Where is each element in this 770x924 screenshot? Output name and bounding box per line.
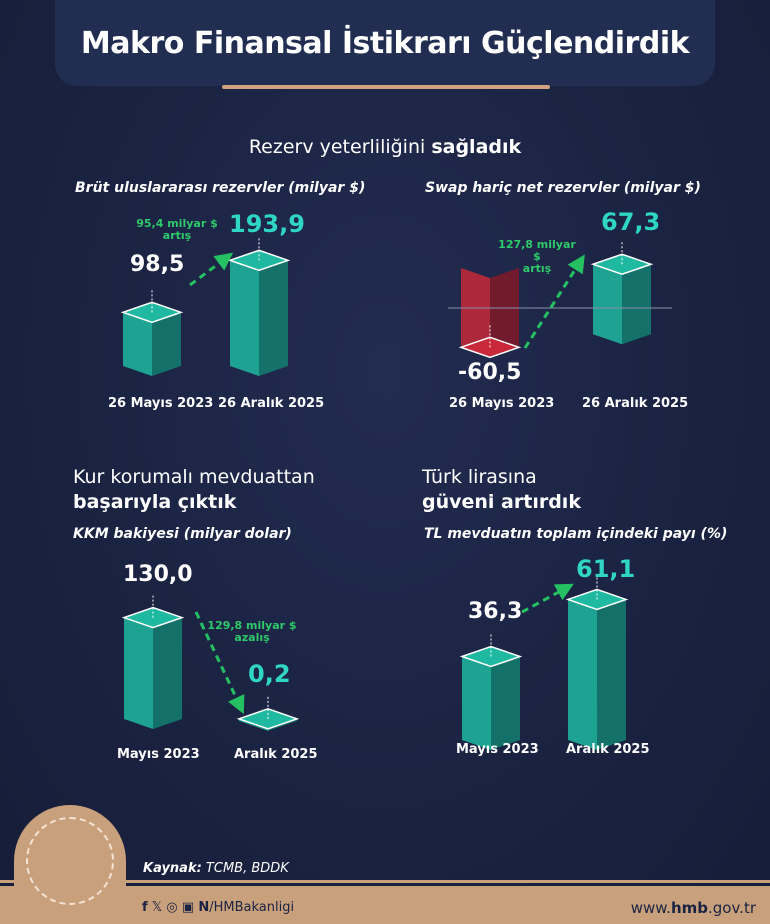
chart2-bar-2-left-face xyxy=(593,264,622,345)
chart2-annotation: 127,8 milyar $ artış xyxy=(493,239,581,275)
source-text: Kaynak: TCMB, BDDK xyxy=(143,861,289,876)
x-icon[interactable]: 𝕏 xyxy=(151,900,163,915)
chart3-bar-1 xyxy=(121,595,185,729)
source-label: Kaynak: xyxy=(143,861,202,876)
instagram-icon[interactable]: ◎ xyxy=(166,900,178,915)
section-tl-line2: güveni artırdık xyxy=(422,491,581,513)
chart3-value-1: 130,0 xyxy=(123,562,193,587)
seal-emblem xyxy=(26,817,114,905)
chart1-bar-2-right-face xyxy=(259,260,288,376)
social-links: f 𝕏 ◎ ▣ N/HMBakanligi xyxy=(142,900,294,915)
annotation-line1: 127,8 milyar $ xyxy=(498,238,576,263)
chart3-bar-2 xyxy=(236,696,300,731)
chart2-value-2: 67,3 xyxy=(601,208,661,236)
chart2-bar-1-right-face xyxy=(490,268,519,358)
chart3-annotation: 129,8 milyar $ azalış xyxy=(206,620,298,644)
chart4-category-2: Aralık 2025 xyxy=(566,742,650,757)
chart2-bar-2-right-face xyxy=(622,264,651,345)
annotation-line2: azalış xyxy=(234,631,270,644)
section-tl-line1: Türk lirasına xyxy=(422,466,537,488)
web-bold: hmb xyxy=(670,899,708,917)
chart1-bar-1-left-face xyxy=(123,312,152,376)
title-underline xyxy=(222,85,550,89)
annotation-line2: artış xyxy=(522,262,552,275)
chart4-bar-2 xyxy=(565,577,629,750)
chart2-value-1: -60,5 xyxy=(458,360,522,385)
section-kkm-title: Kur korumalı mevduattan başarıyla çıktık xyxy=(73,465,315,515)
section-kkm-line1: Kur korumalı mevduattan xyxy=(73,466,315,488)
section-title-bold: sağladık xyxy=(431,136,522,158)
chart1-bar-2-left-face xyxy=(230,260,259,376)
youtube-icon[interactable]: ▣ xyxy=(181,900,195,915)
chart3-bar-1-right-face xyxy=(153,617,182,729)
chart3-title: KKM bakiyesi (milyar dolar) xyxy=(73,526,292,542)
chart1-value-2: 193,9 xyxy=(229,210,305,238)
chart4-value-2: 61,1 xyxy=(576,555,636,583)
chart4-bar-1-left-face xyxy=(462,656,491,750)
section-tl-title: Türk lirasına güveni artırdık xyxy=(422,465,581,515)
chart1-category-1: 26 Mayıs 2023 xyxy=(108,396,214,411)
chart3-value-2: 0,2 xyxy=(248,660,291,688)
chart4-title: TL mevduatın toplam içindeki payı (%) xyxy=(424,526,728,542)
chart1-bar-1-right-face xyxy=(152,312,181,376)
chart4-arrow xyxy=(521,583,574,614)
chart2-bar-1 xyxy=(458,268,522,359)
chart4-value-1: 36,3 xyxy=(468,599,523,624)
web-prefix: www. xyxy=(630,899,671,917)
chart2-category-2: 26 Aralık 2025 xyxy=(582,396,689,411)
chart1-category-2: 26 Aralık 2025 xyxy=(218,396,325,411)
chart1-arrow xyxy=(189,252,234,287)
chart3-category-2: Aralık 2025 xyxy=(234,747,318,762)
chart4-bar-2-right-face xyxy=(597,599,626,750)
chart3-bar-1-left-face xyxy=(124,617,153,729)
chart1-annotation: 95,4 milyar $ artış xyxy=(135,218,219,242)
source-value: TCMB, BDDK xyxy=(201,861,289,876)
annotation-line1: 95,4 milyar $ xyxy=(136,217,218,230)
chart2-arrow xyxy=(523,254,585,349)
chart2-category-1: 26 Mayıs 2023 xyxy=(449,396,555,411)
website-link[interactable]: www.hmb.gov.tr xyxy=(631,899,756,917)
footer-bar xyxy=(0,886,770,924)
annotation-line1: 129,8 milyar $ xyxy=(207,619,297,632)
section-kkm-line2: başarıyla çıktık xyxy=(73,491,237,513)
chart2-bar-2 xyxy=(590,242,654,345)
chart1-bar-2 xyxy=(227,238,291,376)
nsosyal-icon[interactable]: N xyxy=(198,900,210,915)
chart4-bar-2-left-face xyxy=(568,599,597,750)
chart3-arrow xyxy=(194,611,245,715)
chart2-bar-1-left-face xyxy=(461,268,490,358)
chart1-bar-1 xyxy=(120,290,184,376)
footer-divider xyxy=(0,880,770,883)
section-rezerv-title: Rezerv yeterliliğini sağladık xyxy=(0,135,770,160)
section-title-normal: Rezerv yeterliliğini xyxy=(248,136,432,158)
web-suffix: .gov.tr xyxy=(708,899,756,917)
page-title: Makro Finansal İstikrarı Güçlendirdik xyxy=(80,26,690,61)
social-handle[interactable]: /HMBakanligi xyxy=(209,900,295,915)
facebook-icon[interactable]: f xyxy=(142,900,148,915)
chart3-category-1: Mayıs 2023 xyxy=(117,747,200,762)
chart1-title: Brüt uluslararası rezervler (milyar $) xyxy=(75,180,366,196)
annotation-line2: artış xyxy=(162,229,192,242)
chart4-bar-1 xyxy=(459,634,523,750)
chart1-value-1: 98,5 xyxy=(130,252,185,277)
chart4-category-1: Mayıs 2023 xyxy=(456,742,539,757)
chart4-bar-1-right-face xyxy=(491,656,520,750)
title-panel xyxy=(55,0,715,86)
chart2-title: Swap hariç net rezervler (milyar $) xyxy=(425,180,701,196)
